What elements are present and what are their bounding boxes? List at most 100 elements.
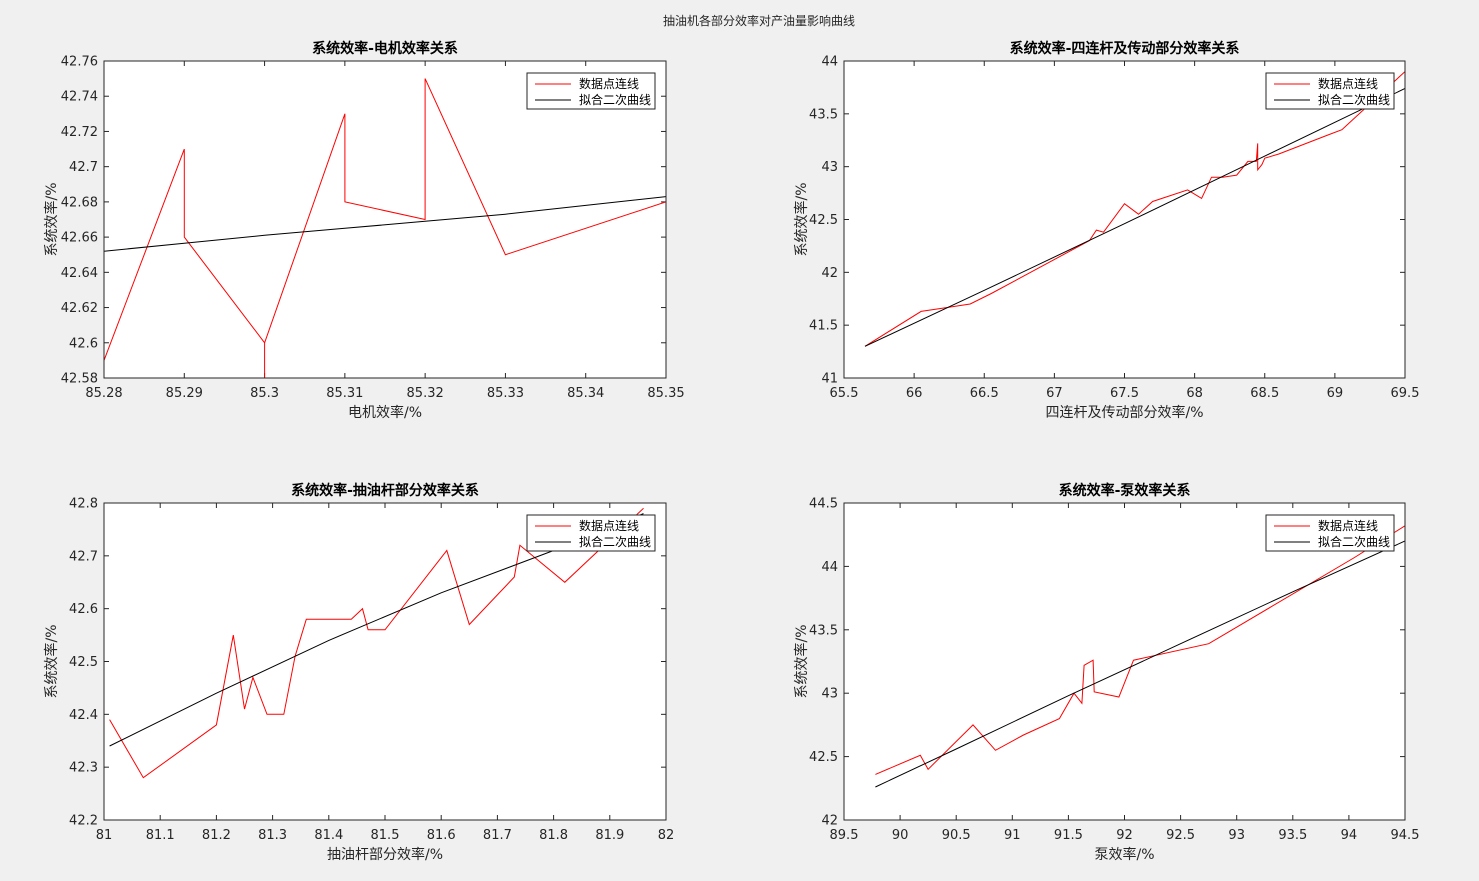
legend-label-linkage: 拟合二次曲线 xyxy=(1318,92,1390,107)
subplots-container: 85.28 85.29 85.3 85.31 85.32 85.33 85.34 85.35 4… xyxy=(43,40,1419,863)
y-tick-label-motor: 42.62 xyxy=(61,301,98,316)
x-tick-label-rod: 81.1 xyxy=(146,828,175,843)
x-tick-label-rod: 81.9 xyxy=(595,828,624,843)
y-tick-label-rod: 42.6 xyxy=(69,602,98,617)
x-tick-label-rod: 82 xyxy=(658,828,675,843)
y-tick-label-motor: 42.58 xyxy=(61,372,98,387)
x-tick-label-pump: 91 xyxy=(1004,828,1021,843)
y-axis-label-motor: 系统效率/% xyxy=(43,182,60,256)
x-tick-label-motor: 85.33 xyxy=(487,386,524,401)
axes-title-motor: 系统效率-电机效率关系 xyxy=(312,40,458,57)
y-tick-label-motor: 42.76 xyxy=(61,55,98,70)
x-tick-label-pump: 93 xyxy=(1228,828,1245,843)
legend-label-linkage: 数据点连线 xyxy=(1318,76,1378,91)
axes-title-rod: 系统效率-抽油杆部分效率关系 xyxy=(291,482,479,499)
x-tick-label-pump: 92.5 xyxy=(1166,828,1195,843)
x-axis-label-pump: 泵效率/% xyxy=(1094,846,1154,863)
y-tick-label-pump: 43.5 xyxy=(809,623,838,638)
y-tick-label-linkage: 42 xyxy=(821,266,838,281)
x-tick-label-rod: 81 xyxy=(96,828,113,843)
axes-title-linkage: 系统效率-四连杆及传动部分效率关系 xyxy=(1010,40,1240,57)
x-tick-label-motor: 85.31 xyxy=(326,386,363,401)
plot-area-motor xyxy=(104,61,666,378)
y-tick-label-linkage: 43 xyxy=(821,160,838,175)
legend-label-rod: 数据点连线 xyxy=(579,518,639,533)
y-tick-label-motor: 42.64 xyxy=(61,266,98,281)
subplot-motor: 85.28 85.29 85.3 85.31 85.32 85.33 85.34 85.35 4… xyxy=(43,40,685,421)
y-tick-label-linkage: 41.5 xyxy=(809,319,838,334)
y-tick-label-linkage: 44 xyxy=(821,55,838,70)
data-line-rod xyxy=(109,507,644,779)
y-tick-label-linkage: 41 xyxy=(821,372,838,387)
y-tick-label-motor: 42.7 xyxy=(69,160,98,175)
y-tick-label-rod: 42.3 xyxy=(69,761,98,776)
x-tick-label-rod: 81.5 xyxy=(371,828,400,843)
y-tick-label-pump: 42.5 xyxy=(809,750,838,765)
x-tick-label-rod: 81.6 xyxy=(427,828,456,843)
subplot-pump: 89.5 90 90.5 91 91.5 92 92.5 93 93.5 94 94.5 42 42.5… xyxy=(793,482,1419,863)
y-tick-label-rod: 42.7 xyxy=(69,549,98,564)
y-tick-label-linkage: 42.5 xyxy=(809,213,838,228)
y-tick-label-motor: 42.74 xyxy=(61,90,98,105)
legend-box-rod xyxy=(526,514,656,552)
y-tick-label-pump: 44.5 xyxy=(809,497,838,512)
axes-box-motor xyxy=(103,60,667,379)
y-tick-label-motor: 42.6 xyxy=(69,336,98,351)
x-tick-label-linkage: 66.5 xyxy=(970,386,999,401)
x-tick-label-pump: 90 xyxy=(892,828,909,843)
x-tick-label-pump: 94 xyxy=(1341,828,1358,843)
x-tick-label-motor: 85.28 xyxy=(85,386,122,401)
legend-box-motor xyxy=(526,72,656,110)
x-tick-label-linkage: 66 xyxy=(906,386,923,401)
y-tick-label-motor: 42.66 xyxy=(61,231,98,246)
figure-title: 抽油机各部分效率对产油量影响曲线 xyxy=(663,13,855,28)
data-line-motor xyxy=(104,78,666,378)
x-tick-label-pump: 91.5 xyxy=(1054,828,1083,843)
x-tick-label-linkage: 68 xyxy=(1186,386,1203,401)
x-tick-label-rod: 81.8 xyxy=(539,828,568,843)
y-tick-label-pump: 44 xyxy=(821,560,838,575)
x-tick-label-motor: 85.29 xyxy=(166,386,203,401)
fit-line-linkage xyxy=(864,88,1405,347)
y-tick-label-rod: 42.8 xyxy=(69,497,98,512)
x-tick-label-linkage: 65.5 xyxy=(830,386,859,401)
axes-box-linkage xyxy=(843,60,1406,379)
x-tick-label-motor: 85.3 xyxy=(250,386,279,401)
axes-box-pump xyxy=(843,502,1406,821)
y-tick-label-rod: 42.4 xyxy=(69,708,98,723)
legend-label-pump: 数据点连线 xyxy=(1318,518,1378,533)
x-tick-label-linkage: 69 xyxy=(1327,386,1344,401)
x-tick-label-pump: 92 xyxy=(1116,828,1133,843)
axes-title-pump: 系统效率-泵效率关系 xyxy=(1059,482,1191,499)
legend-label-rod: 拟合二次曲线 xyxy=(579,534,651,549)
x-tick-label-pump: 89.5 xyxy=(830,828,859,843)
x-axis-label-linkage: 四连杆及传动部分效率/% xyxy=(1045,404,1203,421)
y-tick-label-pump: 43 xyxy=(821,687,838,702)
axes-box-rod xyxy=(103,502,667,821)
plot-area-rod xyxy=(104,503,666,820)
fit-line-motor xyxy=(104,196,666,252)
plot-area-linkage xyxy=(844,61,1405,378)
y-axis-label-rod: 系统效率/% xyxy=(43,624,60,698)
legend-label-pump: 拟合二次曲线 xyxy=(1318,534,1390,549)
x-tick-label-linkage: 67.5 xyxy=(1110,386,1139,401)
y-tick-label-linkage: 43.5 xyxy=(809,107,838,122)
x-tick-label-linkage: 68.5 xyxy=(1250,386,1279,401)
y-axis-label-linkage: 系统效率/% xyxy=(793,182,810,256)
x-axis-label-motor: 电机效率/% xyxy=(348,404,422,421)
x-tick-label-rod: 81.4 xyxy=(314,828,343,843)
legend-box-pump xyxy=(1265,514,1395,552)
x-tick-label-motor: 85.32 xyxy=(407,386,444,401)
x-tick-label-motor: 85.34 xyxy=(567,386,604,401)
x-tick-label-rod: 81.3 xyxy=(258,828,287,843)
subplot-rod: 81 81.1 81.2 81.3 81.4 81.5 81.6 81.7 81.8 81.9 82… xyxy=(43,482,674,863)
x-tick-label-pump: 94.5 xyxy=(1391,828,1420,843)
legend-label-motor: 拟合二次曲线 xyxy=(579,92,651,107)
plot-area-pump xyxy=(844,503,1405,820)
y-tick-label-rod: 42.5 xyxy=(69,655,98,670)
data-line-pump xyxy=(875,525,1405,775)
y-tick-label-motor: 42.72 xyxy=(61,125,98,140)
